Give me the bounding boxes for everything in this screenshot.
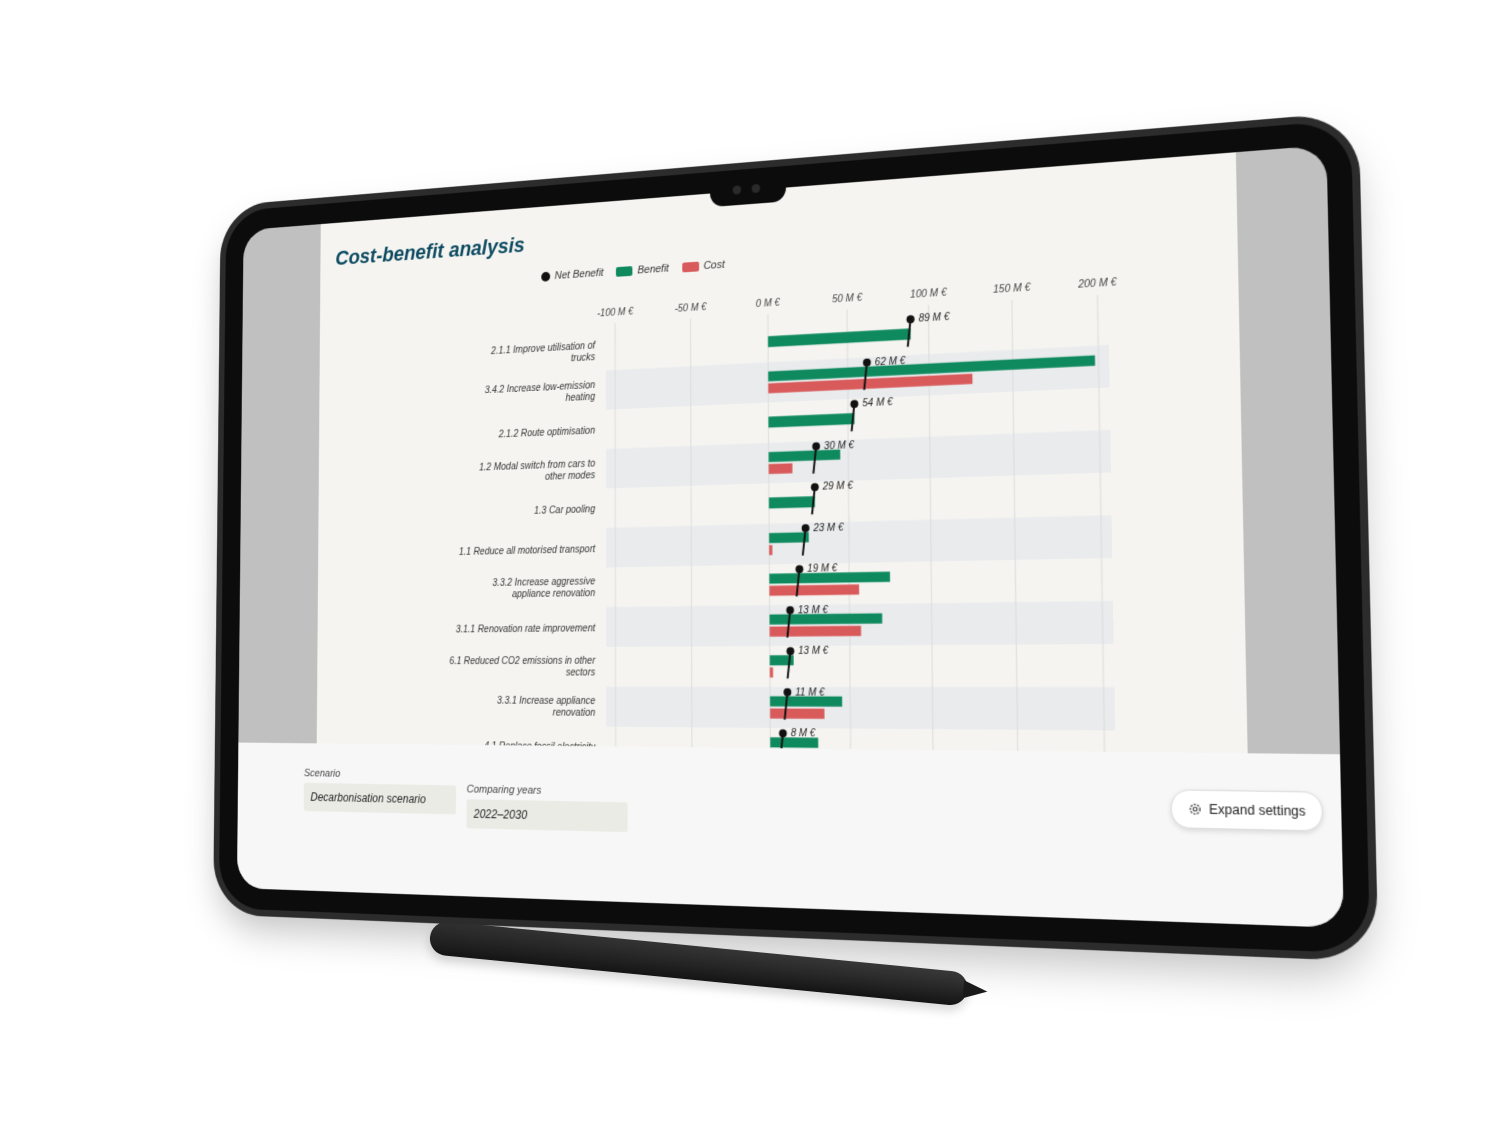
net-benefit-point <box>810 482 819 492</box>
benefit-bar <box>769 696 843 707</box>
net-benefit-label: 13 M € <box>798 645 829 656</box>
net-benefit-label: 89 M € <box>918 311 950 324</box>
years-select[interactable]: 2022–2030 <box>466 799 628 833</box>
cost-bar <box>769 667 774 678</box>
benefit-bar <box>768 449 841 463</box>
category-label: 3.1.1 Renovation rate improvement <box>456 623 596 635</box>
category-label: 3.3.1 Increase appliancerenovation <box>497 695 595 718</box>
x-tick-label: -100 M € <box>597 306 634 319</box>
benefit-bar <box>768 496 815 509</box>
net-benefit-label: 11 M € <box>795 687 825 698</box>
years-label: Comparing years <box>466 783 542 797</box>
cost-bar <box>769 545 773 556</box>
net-benefit-point <box>906 315 915 324</box>
camera-icon <box>732 185 742 195</box>
x-tick-label: 100 M € <box>910 287 947 300</box>
net-benefit-label: 8 M € <box>791 728 816 739</box>
net-benefit-label: 13 M € <box>798 604 829 615</box>
row-band <box>606 429 1111 489</box>
benefit-bar <box>767 328 911 348</box>
category-label: 3.3.2 Increase aggressiveappliance renov… <box>492 576 595 600</box>
benefit-bar <box>769 532 809 544</box>
category-label: 2.1.1 Improve utilisation oftrucks <box>490 340 596 368</box>
benefit-bar <box>768 413 855 428</box>
net-benefit-label: 19 M € <box>807 563 838 574</box>
benefit-bar <box>769 655 794 666</box>
benefit-bar <box>769 613 883 625</box>
net-benefit-label: 29 M € <box>822 480 854 492</box>
benefit-bar <box>769 571 891 584</box>
net-benefit-point <box>783 688 792 697</box>
net-benefit-label: 54 M € <box>862 397 893 409</box>
cost-bar <box>769 625 862 637</box>
net-benefit-label: 23 M € <box>812 522 844 534</box>
scenario-select[interactable]: Decarbonisation scenario <box>303 782 457 815</box>
cost-bar <box>768 463 793 475</box>
scenario-field: Scenario Decarbonisation scenario <box>303 767 457 815</box>
net-benefit-label: 30 M € <box>824 439 855 451</box>
category-label: 1.2 Modal switch from cars toother modes <box>479 458 595 484</box>
category-label: 3.4.2 Increase low-emissionheating <box>485 379 596 406</box>
category-label: 6.1 Reduced CO2 emissions in othersector… <box>449 655 596 677</box>
x-tick-label: 0 M € <box>756 297 781 309</box>
chart-panel: Cost-benefit analysis Net Benefit Benefi… <box>316 152 1249 798</box>
gear-icon <box>1187 801 1203 817</box>
net-benefit-point <box>778 729 787 738</box>
cost-bar <box>770 708 825 719</box>
x-tick-label: 50 M € <box>832 292 863 305</box>
x-tick-label: 150 M € <box>993 282 1031 295</box>
row-band <box>606 600 1114 647</box>
row-band <box>606 686 1115 731</box>
cost-bar <box>769 584 860 596</box>
net-benefit-point <box>850 399 859 409</box>
benefit-bar <box>770 737 819 748</box>
tablet-screen: Cost-benefit analysis Net Benefit Benefi… <box>236 145 1344 928</box>
row-band <box>606 515 1113 568</box>
row-band <box>606 344 1110 410</box>
category-label: 1.1 Reduce all motorised transport <box>459 543 596 556</box>
scenario-label: Scenario <box>303 767 341 780</box>
camera-icon <box>751 183 761 194</box>
category-label: 2.1.2 Route optimisation <box>498 425 595 439</box>
tablet-device: Cost-benefit analysis Net Benefit Benefi… <box>218 119 1371 954</box>
expand-settings-label: Expand settings <box>1208 801 1306 820</box>
category-label: 1.3 Car pooling <box>534 504 596 516</box>
net-benefit-point <box>786 647 795 656</box>
expand-settings-button[interactable]: Expand settings <box>1170 789 1324 832</box>
years-field: Comparing years 2022–2030 <box>466 783 628 833</box>
cost-benefit-chart: -100 M € -50 M € 0 M € 50 M € 100 M € 150 M €… <box>449 276 1118 797</box>
x-tick-label: 200 M € <box>1077 276 1118 290</box>
net-benefit-point <box>795 565 804 574</box>
net-benefit-label: 62 M € <box>875 355 906 367</box>
x-tick-label: -50 M € <box>675 302 708 314</box>
